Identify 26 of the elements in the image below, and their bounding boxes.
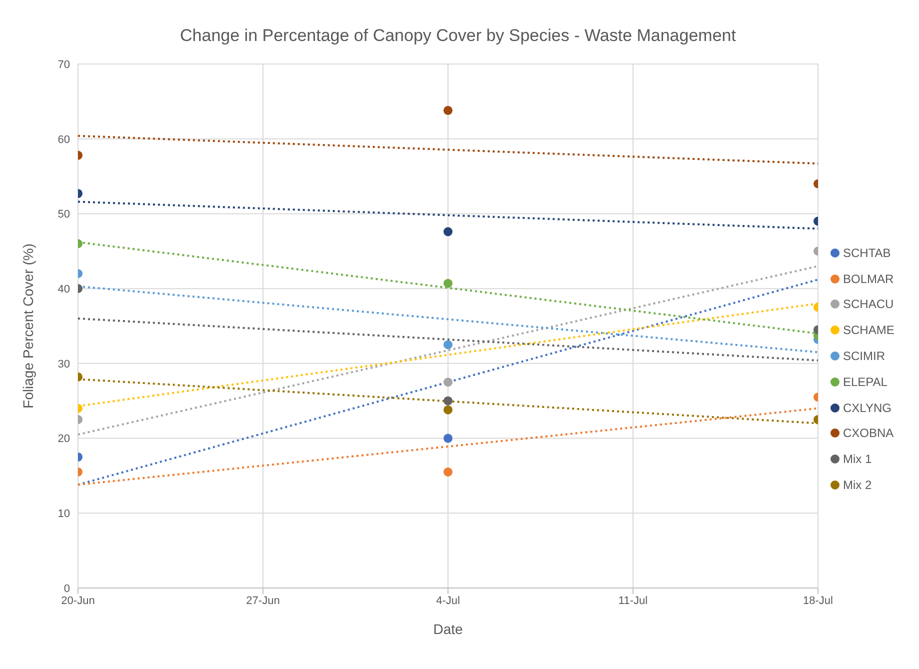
legend-label: ELEPAL — [843, 374, 888, 389]
legend-label: CXOBNA — [843, 426, 894, 440]
x-tick-label: 4-Jul — [436, 594, 460, 607]
y-tick-label: 60 — [58, 134, 70, 146]
legend-label: Mix 1 — [843, 452, 872, 466]
legend-label: CXLYNG — [843, 400, 892, 415]
legend-label: SCHACU — [843, 297, 894, 312]
y-tick-label: 30 — [58, 358, 70, 370]
y-tick-label: 40 — [58, 283, 70, 296]
y-axis-title: Foliage Percent Cover (%) — [20, 244, 36, 408]
legend-label: BOLMAR — [843, 272, 894, 286]
x-axis-title: Date — [433, 621, 463, 637]
y-tick-label: 10 — [58, 508, 70, 520]
x-tick-label: 18-Jul — [803, 594, 833, 607]
x-tick-label: 20-Jun — [61, 594, 95, 607]
chart-title: Change in Percentage of Canopy Cover by Species - Waste Management — [179, 26, 737, 46]
x-tick-label: 11-Jul — [618, 594, 648, 607]
legend-label: SCHTAB — [843, 246, 891, 260]
y-tick-label: 50 — [58, 208, 70, 221]
y-tick-label: 20 — [58, 433, 70, 446]
x-tick-label: 27-Jun — [246, 594, 280, 607]
legend-label: SCHAME — [843, 323, 894, 338]
legend-label: SCIMIR — [843, 349, 885, 364]
legend-label: Mix 2 — [843, 478, 872, 492]
y-tick-label: 0 — [64, 582, 70, 595]
y-tick-label: 70 — [58, 58, 70, 71]
